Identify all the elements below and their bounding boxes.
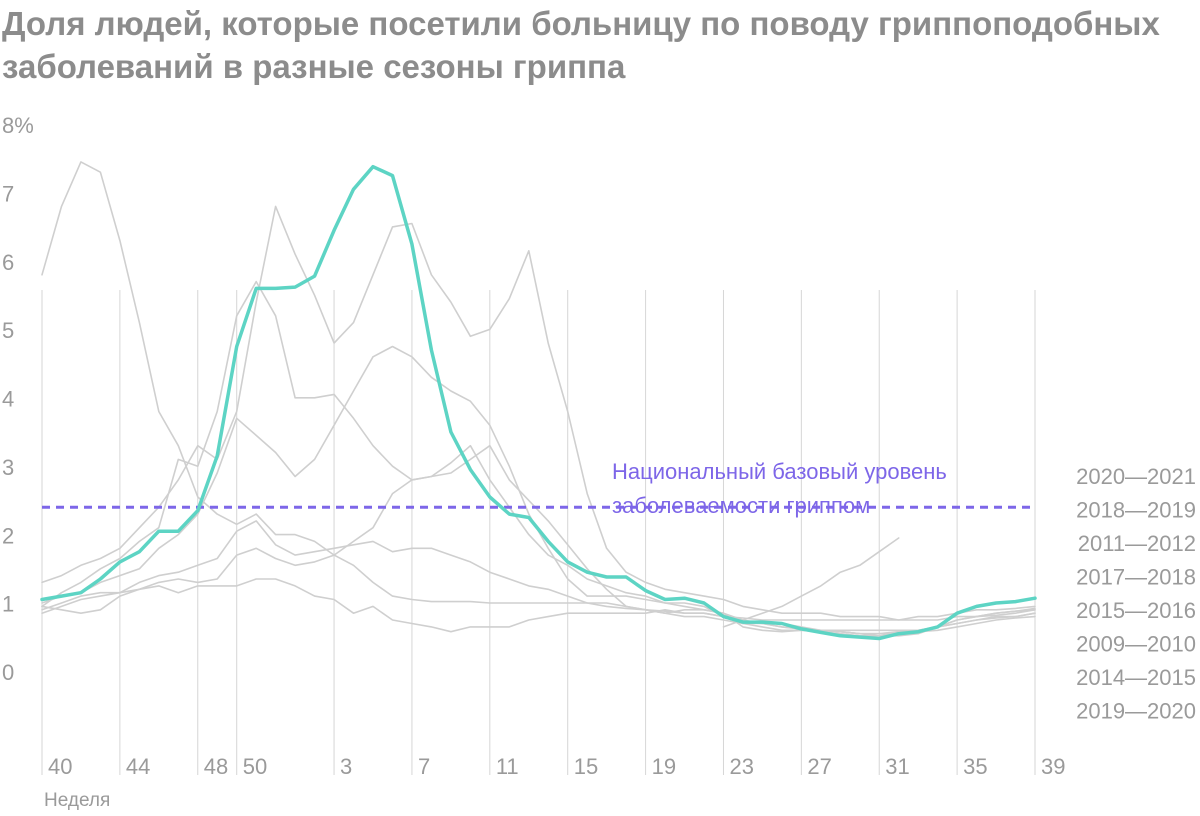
legend-item-2015-2016: 2015—2016 — [1076, 598, 1196, 623]
legend-item-2019-2020: 2019—2020 — [1076, 699, 1196, 724]
legend-item-2011-2012: 2011—2012 — [1078, 531, 1196, 556]
series-line-2014-2015 — [41, 205, 1036, 621]
x-tick-39: 39 — [1041, 754, 1065, 779]
highlight-series-line — [40, 164, 1037, 641]
x-tick-35: 35 — [963, 754, 987, 779]
legend-item-2018-2019: 2018—2019 — [1076, 498, 1196, 523]
baseline-label-line2: заболеваемости гриппом — [612, 493, 870, 518]
series-line-2021-2022 — [722, 537, 900, 628]
x-axis-label: Неделя — [44, 790, 110, 811]
x-tick-48: 48 — [204, 754, 228, 779]
y-tick-7: 7 — [2, 181, 14, 206]
series-line-2019-2020 — [41, 280, 1036, 637]
series-line-2015-2016 — [41, 444, 1036, 635]
y-tick-1: 1 — [2, 592, 14, 617]
y-tick-4: 4 — [2, 387, 14, 412]
legend: 2020—2021 2018—2019 2011—2012 2017—2018 2015… — [1076, 464, 1196, 724]
x-tick-11: 11 — [496, 754, 519, 779]
y-tick-5: 5 — [2, 318, 14, 343]
series-line-2009-2010 — [41, 161, 1036, 621]
vertical-gridlines — [41, 290, 1036, 775]
series-line-2011-2012 — [41, 520, 1036, 637]
series-line-2018-2019 — [41, 345, 1036, 635]
x-tick-23: 23 — [729, 754, 753, 779]
y-axis-tick-labels: 0 1 2 3 4 5 6 7 8% — [2, 113, 34, 685]
x-tick-31: 31 — [885, 754, 909, 779]
x-tick-50: 50 — [243, 754, 267, 779]
background-series-lines — [41, 161, 1036, 637]
x-tick-7: 7 — [418, 754, 430, 779]
x-tick-40: 40 — [48, 754, 72, 779]
series-line-2017-2018 — [40, 164, 1037, 641]
chart-title: Доля людей, которые посетили больницу по… — [2, 5, 1160, 85]
y-tick-6: 6 — [2, 250, 14, 275]
legend-item-2009-2010: 2009—2010 — [1076, 632, 1196, 657]
x-tick-27: 27 — [807, 754, 831, 779]
x-tick-15: 15 — [574, 754, 598, 779]
y-tick-0: 0 — [2, 660, 14, 685]
x-tick-44: 44 — [126, 754, 150, 779]
baseline-label-line1: Национальный базовый уровень — [612, 459, 947, 484]
legend-item-2017-2018: 2017—2018 — [1076, 565, 1196, 590]
legend-item-2020-2021: 2020—2021 — [1076, 464, 1196, 489]
legend-item-2014-2015: 2014—2015 — [1076, 665, 1196, 690]
x-tick-19: 19 — [652, 754, 676, 779]
y-tick-8: 8% — [2, 113, 34, 138]
x-tick-3: 3 — [340, 754, 352, 779]
y-tick-2: 2 — [2, 523, 14, 548]
y-tick-3: 3 — [2, 455, 14, 480]
x-axis-tick-labels: 40 44 48 50 3 7 11 15 19 23 27 31 35 39 — [48, 754, 1065, 779]
series-line-2020-2021 — [41, 578, 1036, 633]
